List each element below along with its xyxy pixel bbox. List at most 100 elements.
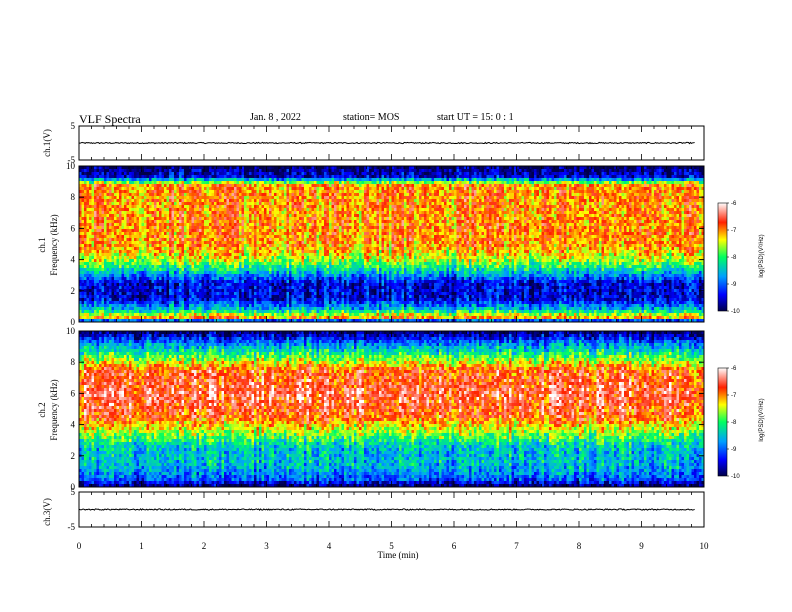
spectrogram-cell <box>274 289 277 293</box>
spectrogram-cell <box>161 226 165 230</box>
spectrogram-cell <box>134 244 137 248</box>
spectrogram-cell <box>284 184 287 188</box>
spectrogram-cell <box>309 268 312 272</box>
spectrogram-cell <box>141 280 145 284</box>
spectrogram-cell <box>196 295 200 299</box>
spectrogram-cell <box>146 232 150 236</box>
spectrogram-cell <box>184 310 187 314</box>
spectrogram-cell <box>89 259 92 263</box>
spectrogram-cell <box>231 313 235 317</box>
spectrogram-cell <box>204 241 207 245</box>
spectrogram-cell <box>216 244 220 248</box>
spectrogram-cell <box>221 196 225 200</box>
spectrogram-cell <box>101 241 105 245</box>
spectrogram-cell <box>271 247 275 251</box>
spectrogram-cell <box>189 262 192 266</box>
spectrogram-cell <box>254 274 257 278</box>
spectrogram-cell <box>211 196 215 200</box>
spectrogram-cell <box>154 166 157 170</box>
spectrogram-cell <box>86 319 90 323</box>
spectrogram-cell <box>134 253 137 257</box>
spectrogram-cell <box>309 217 312 221</box>
spectrogram-cell <box>121 253 125 257</box>
spectrogram-cell <box>99 223 102 227</box>
spectrogram-cell <box>311 298 315 302</box>
spectrogram-cell <box>151 193 155 197</box>
spectrogram-cell <box>196 244 200 248</box>
spectrogram-cell <box>271 202 275 206</box>
spectrogram-cell <box>94 292 97 296</box>
spectrogram-cell <box>216 319 220 323</box>
spectrogram-cell <box>156 289 160 293</box>
spectrogram-cell <box>306 316 310 320</box>
spectrogram-cell <box>136 208 140 212</box>
spectrogram-cell <box>306 256 310 260</box>
spectrogram-cell <box>109 253 112 257</box>
spectrogram-cell <box>109 223 112 227</box>
spectrogram-cell <box>311 292 315 296</box>
spectrogram-cell <box>259 214 262 218</box>
spectrogram-cell <box>254 289 257 293</box>
spectrogram-cell <box>96 232 100 236</box>
spectrogram-cell <box>201 244 205 248</box>
spectrogram-cell <box>196 232 200 236</box>
spectrogram-cell <box>191 226 195 230</box>
spectrogram-cell <box>206 280 210 284</box>
spectrogram-cell <box>271 274 275 278</box>
spectrogram-cell <box>166 205 170 209</box>
spectrogram-cell <box>209 199 212 203</box>
spectrogram-cell <box>266 223 270 227</box>
spectrogram-cell <box>129 253 132 257</box>
spectrogram-cell <box>221 271 225 275</box>
spectrogram-cell <box>236 175 240 179</box>
spectrogram-cell <box>269 172 272 176</box>
spectrogram-cell <box>99 235 102 239</box>
spectrogram-cell <box>296 193 300 197</box>
spectrogram-cell <box>204 310 207 314</box>
spectrogram-cell <box>254 298 257 302</box>
spectrogram-cell <box>209 286 212 290</box>
spectrogram-cell <box>216 256 220 260</box>
spectrogram-cell <box>234 283 237 287</box>
spectrogram-cell <box>161 178 165 182</box>
spectrogram-cell <box>306 208 310 212</box>
spectrogram-cell <box>191 235 195 239</box>
spectrogram-cell <box>244 250 247 254</box>
spectrogram-cell <box>264 235 267 239</box>
spectrogram-cell <box>169 214 172 218</box>
spectrogram-cell <box>129 274 132 278</box>
spectrogram-cell <box>184 253 187 257</box>
spectrogram-cell <box>256 175 260 179</box>
spectrogram-cell <box>191 289 195 293</box>
spectrogram-cell <box>139 283 142 287</box>
spectrogram-cell <box>126 208 130 212</box>
spectrogram-cell <box>281 166 285 170</box>
spectrogram-cell <box>156 280 160 284</box>
spectrogram-cell <box>191 304 195 308</box>
spectrogram-cell <box>259 184 262 188</box>
spectrogram-cell <box>94 310 97 314</box>
spectrogram-cell <box>239 256 242 260</box>
spectrogram-cell <box>201 319 205 323</box>
spectrogram-cell <box>106 301 110 305</box>
spectrogram-cell <box>179 211 182 215</box>
spectrogram-cell <box>126 181 130 185</box>
spectrogram-cell <box>176 253 180 257</box>
spectrogram-cell <box>256 238 260 242</box>
spectrogram-cell <box>274 202 277 206</box>
spectrogram-cell <box>249 172 252 176</box>
spectrogram-cell <box>154 301 157 305</box>
spectrogram-cell <box>226 211 230 215</box>
spectrogram-cell <box>284 211 287 215</box>
spectrogram-cell <box>171 187 175 191</box>
spectrogram-cell <box>199 166 202 170</box>
spectrogram-cell <box>169 220 172 224</box>
spectrogram-cell <box>284 235 287 239</box>
spectrogram-cell <box>139 235 142 239</box>
spectrogram-cell <box>194 187 197 191</box>
spectrogram-cell <box>259 166 262 170</box>
spectrogram-cell <box>276 244 280 248</box>
spectrogram-cell <box>221 319 225 323</box>
spectrogram-cell <box>311 241 315 245</box>
spectrogram-cell <box>236 190 240 194</box>
